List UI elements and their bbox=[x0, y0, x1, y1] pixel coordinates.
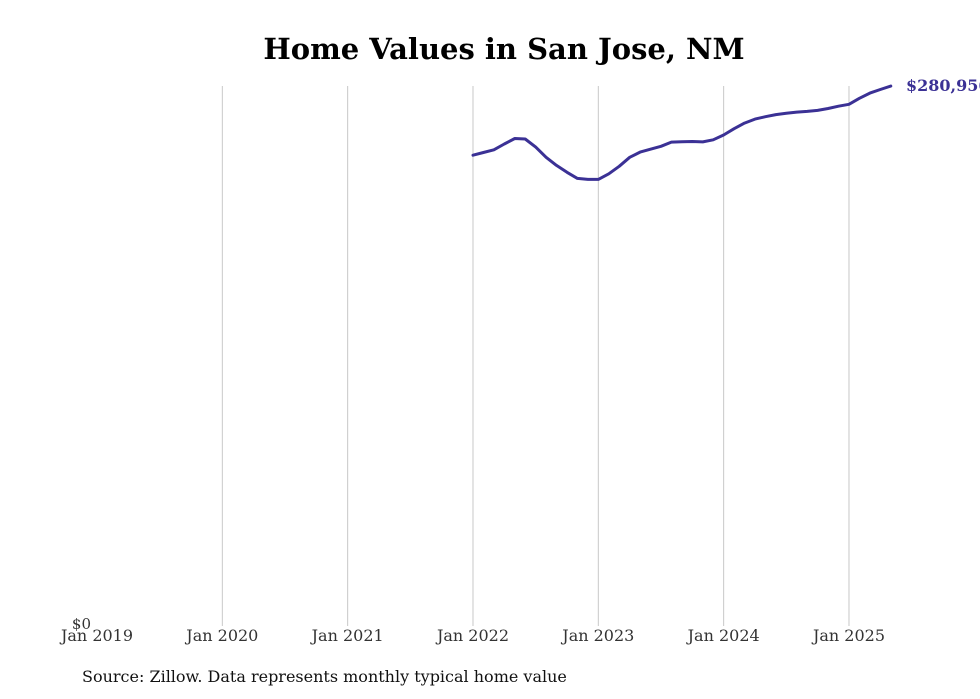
x-tick-label: Jan 2024 bbox=[686, 626, 760, 645]
gridlines bbox=[221, 86, 850, 626]
x-tick-label: Jan 2025 bbox=[811, 626, 885, 645]
y-zero-label: $0 bbox=[72, 615, 91, 633]
x-tick-label: Jan 2021 bbox=[310, 626, 384, 645]
end-value-label: $280,956 bbox=[906, 76, 980, 95]
x-axis-ticks: Jan 2019 Jan 2020 Jan 2021 Jan 2022 Jan 2023… bbox=[59, 626, 885, 645]
chart-title: Home Values in San Jose, NM bbox=[263, 32, 744, 66]
series-line-0 bbox=[471, 84, 893, 181]
x-tick-label: Jan 2022 bbox=[435, 626, 509, 645]
x-tick-label: Jan 2023 bbox=[560, 626, 634, 645]
x-tick-label: Jan 2019 bbox=[59, 626, 133, 645]
series-group bbox=[471, 84, 893, 181]
source-note: Source: Zillow. Data represents monthly … bbox=[82, 667, 567, 686]
x-tick-label: Jan 2020 bbox=[184, 626, 258, 645]
